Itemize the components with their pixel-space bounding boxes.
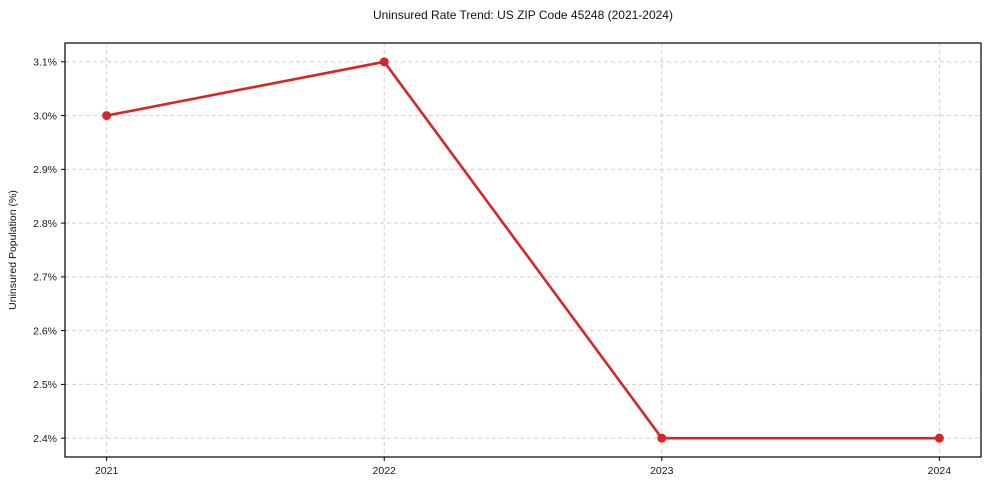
y-tick-label: 2.6%	[33, 325, 57, 337]
data-point-2022	[379, 57, 389, 67]
series-line	[105, 60, 941, 440]
data-point-2023	[657, 433, 667, 443]
x-tick-label: 2024	[928, 465, 952, 477]
y-tick-label: 2.4%	[33, 433, 57, 445]
y-tick-label: 2.7%	[33, 272, 57, 284]
x-tick-label: 2021	[95, 465, 119, 477]
x-tick-label: 2023	[650, 465, 674, 477]
y-tick-label: 3.0%	[33, 110, 57, 122]
y-tick-label: 3.1%	[33, 56, 57, 68]
chart-title: Uninsured Rate Trend: US ZIP Code 45248 …	[373, 8, 673, 22]
y-tick-label: 2.8%	[33, 218, 57, 230]
data-point-2024	[934, 433, 944, 443]
y-tick-label: 2.9%	[33, 164, 57, 176]
x-tick-label: 2022	[373, 465, 397, 477]
data-point-2021	[102, 111, 112, 121]
plot-border	[64, 42, 982, 458]
y-tick-label: 2.5%	[33, 379, 57, 391]
